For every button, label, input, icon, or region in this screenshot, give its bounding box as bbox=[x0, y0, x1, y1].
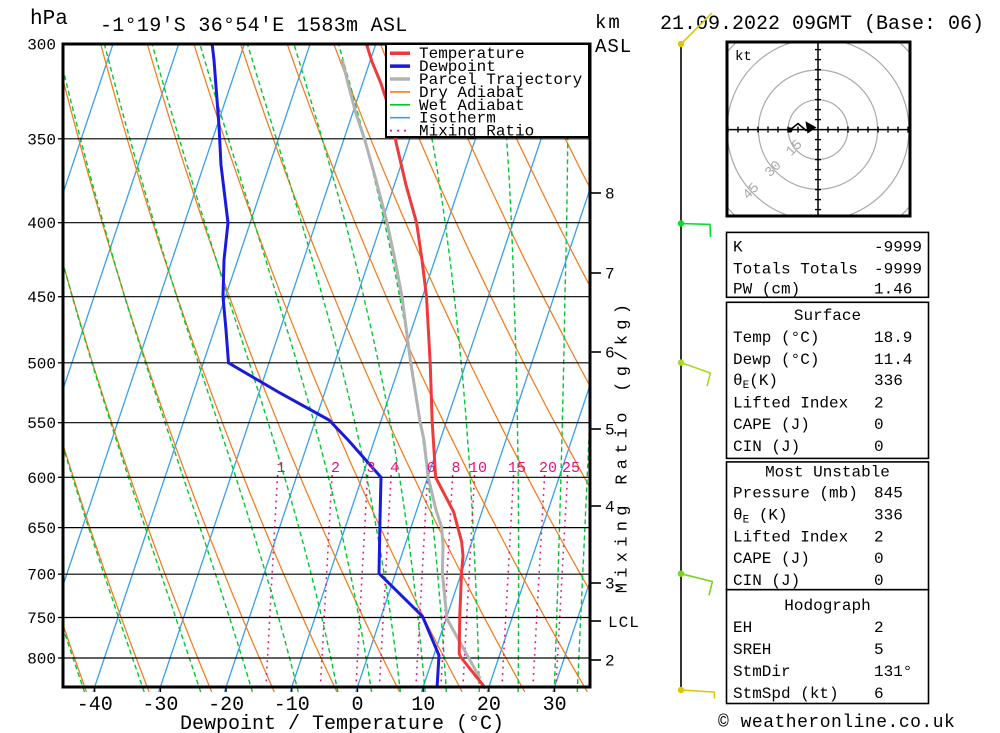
svg-text:25: 25 bbox=[562, 460, 580, 477]
svg-text:18.9: 18.9 bbox=[874, 329, 912, 347]
svg-text:4: 4 bbox=[605, 499, 615, 517]
svg-text:15: 15 bbox=[508, 460, 526, 477]
svg-text:6: 6 bbox=[426, 460, 435, 477]
svg-text:CAPE (J): CAPE (J) bbox=[733, 550, 810, 568]
svg-text:1.46: 1.46 bbox=[874, 281, 912, 299]
svg-text:-30: -30 bbox=[142, 694, 178, 717]
svg-text:-10: -10 bbox=[274, 694, 310, 717]
svg-text:336: 336 bbox=[874, 506, 903, 524]
svg-text:10: 10 bbox=[469, 460, 487, 477]
svg-text:© weatheronline.co.uk: © weatheronline.co.uk bbox=[718, 713, 955, 733]
svg-text:8: 8 bbox=[605, 186, 615, 204]
svg-text:θE(K): θE(K) bbox=[733, 372, 778, 392]
svg-text:3: 3 bbox=[605, 576, 615, 594]
svg-text:5: 5 bbox=[874, 641, 884, 659]
svg-text:2: 2 bbox=[331, 460, 340, 477]
svg-text:350: 350 bbox=[27, 131, 56, 149]
svg-text:Surface: Surface bbox=[794, 307, 861, 325]
svg-text:Dry Adiabat: Dry Adiabat bbox=[419, 84, 525, 102]
svg-text:Totals Totals: Totals Totals bbox=[733, 261, 858, 279]
svg-text:Lifted Index: Lifted Index bbox=[733, 528, 848, 546]
svg-text:SREH: SREH bbox=[733, 641, 771, 659]
svg-text:5: 5 bbox=[605, 422, 615, 440]
svg-text:-1°19'S 36°54'E 1583m ASL: -1°19'S 36°54'E 1583m ASL bbox=[100, 15, 408, 38]
svg-text:131°: 131° bbox=[874, 663, 912, 681]
svg-text:0: 0 bbox=[874, 438, 884, 456]
svg-text:4: 4 bbox=[390, 460, 399, 477]
svg-text:20: 20 bbox=[539, 460, 557, 477]
svg-text:845: 845 bbox=[874, 484, 903, 502]
svg-text:2: 2 bbox=[874, 394, 884, 412]
svg-text:700: 700 bbox=[27, 567, 56, 585]
svg-text:3: 3 bbox=[366, 460, 375, 477]
svg-text:CIN (J): CIN (J) bbox=[733, 438, 800, 456]
svg-text:0: 0 bbox=[874, 416, 884, 434]
svg-text:-40: -40 bbox=[77, 694, 113, 717]
svg-text:Isotherm: Isotherm bbox=[419, 110, 496, 128]
svg-text:Dewpoint: Dewpoint bbox=[419, 58, 496, 76]
svg-text:Mixing Ratio: Mixing Ratio bbox=[419, 123, 534, 141]
svg-text:650: 650 bbox=[27, 520, 56, 538]
svg-text:CIN (J): CIN (J) bbox=[733, 572, 800, 590]
svg-text:K: K bbox=[733, 239, 743, 257]
svg-text:Lifted Index: Lifted Index bbox=[733, 394, 848, 412]
svg-text:-9999: -9999 bbox=[874, 239, 922, 257]
svg-text:LCL: LCL bbox=[608, 614, 640, 632]
svg-text:0: 0 bbox=[874, 550, 884, 568]
svg-text:Temp (°C): Temp (°C) bbox=[733, 329, 819, 347]
svg-text:Hodograph: Hodograph bbox=[784, 597, 870, 615]
svg-text:EH: EH bbox=[733, 619, 752, 637]
svg-text:-9999: -9999 bbox=[874, 261, 922, 279]
svg-text:-20: -20 bbox=[208, 694, 244, 717]
svg-text:2: 2 bbox=[605, 653, 615, 671]
svg-text:400: 400 bbox=[27, 215, 56, 233]
svg-text:Parcel Trajectory: Parcel Trajectory bbox=[419, 71, 583, 89]
svg-text:6: 6 bbox=[874, 685, 884, 703]
svg-text:0: 0 bbox=[874, 572, 884, 590]
svg-text:10: 10 bbox=[411, 694, 435, 717]
svg-text:km: km bbox=[595, 12, 622, 34]
svg-text:θE (K): θE (K) bbox=[733, 506, 788, 526]
svg-text:Dewpoint / Temperature (°C): Dewpoint / Temperature (°C) bbox=[180, 713, 504, 733]
svg-text:2: 2 bbox=[874, 528, 884, 546]
svg-text:Temperature: Temperature bbox=[419, 45, 525, 63]
svg-text:800: 800 bbox=[27, 651, 56, 669]
svg-text:450: 450 bbox=[27, 289, 56, 307]
svg-text:CAPE (J): CAPE (J) bbox=[733, 416, 810, 434]
svg-text:500: 500 bbox=[27, 355, 56, 373]
svg-text:7: 7 bbox=[605, 266, 615, 284]
svg-text:30: 30 bbox=[543, 694, 567, 717]
svg-text:750: 750 bbox=[27, 610, 56, 628]
svg-text:PW (cm): PW (cm) bbox=[733, 281, 800, 299]
svg-text:kt: kt bbox=[735, 49, 752, 65]
svg-text:Pressure (mb): Pressure (mb) bbox=[733, 484, 858, 502]
svg-text:21.09.2022 09GMT (Base: 06): 21.09.2022 09GMT (Base: 06) bbox=[660, 13, 984, 36]
svg-text:StmDir: StmDir bbox=[733, 663, 791, 681]
svg-text:0: 0 bbox=[351, 694, 363, 717]
svg-text:550: 550 bbox=[27, 415, 56, 433]
svg-text:Wet Adiabat: Wet Adiabat bbox=[419, 97, 525, 115]
svg-text:StmSpd (kt): StmSpd (kt) bbox=[733, 685, 839, 703]
svg-text:Most Unstable: Most Unstable bbox=[765, 463, 890, 481]
svg-text:Dewp (°C): Dewp (°C) bbox=[733, 351, 819, 369]
svg-text:20: 20 bbox=[477, 694, 501, 717]
svg-text:11.4: 11.4 bbox=[874, 351, 912, 369]
svg-text:Mixing Ratio (g/kg): Mixing Ratio (g/kg) bbox=[614, 299, 633, 594]
svg-text:6: 6 bbox=[605, 345, 615, 363]
svg-text:2: 2 bbox=[874, 619, 884, 637]
svg-text:1: 1 bbox=[276, 460, 285, 477]
svg-text:300: 300 bbox=[27, 37, 56, 55]
svg-text:8: 8 bbox=[451, 460, 460, 477]
svg-text:600: 600 bbox=[27, 470, 56, 488]
svg-text:ASL: ASL bbox=[595, 36, 632, 58]
svg-text:hPa: hPa bbox=[30, 8, 68, 31]
svg-text:336: 336 bbox=[874, 372, 903, 390]
